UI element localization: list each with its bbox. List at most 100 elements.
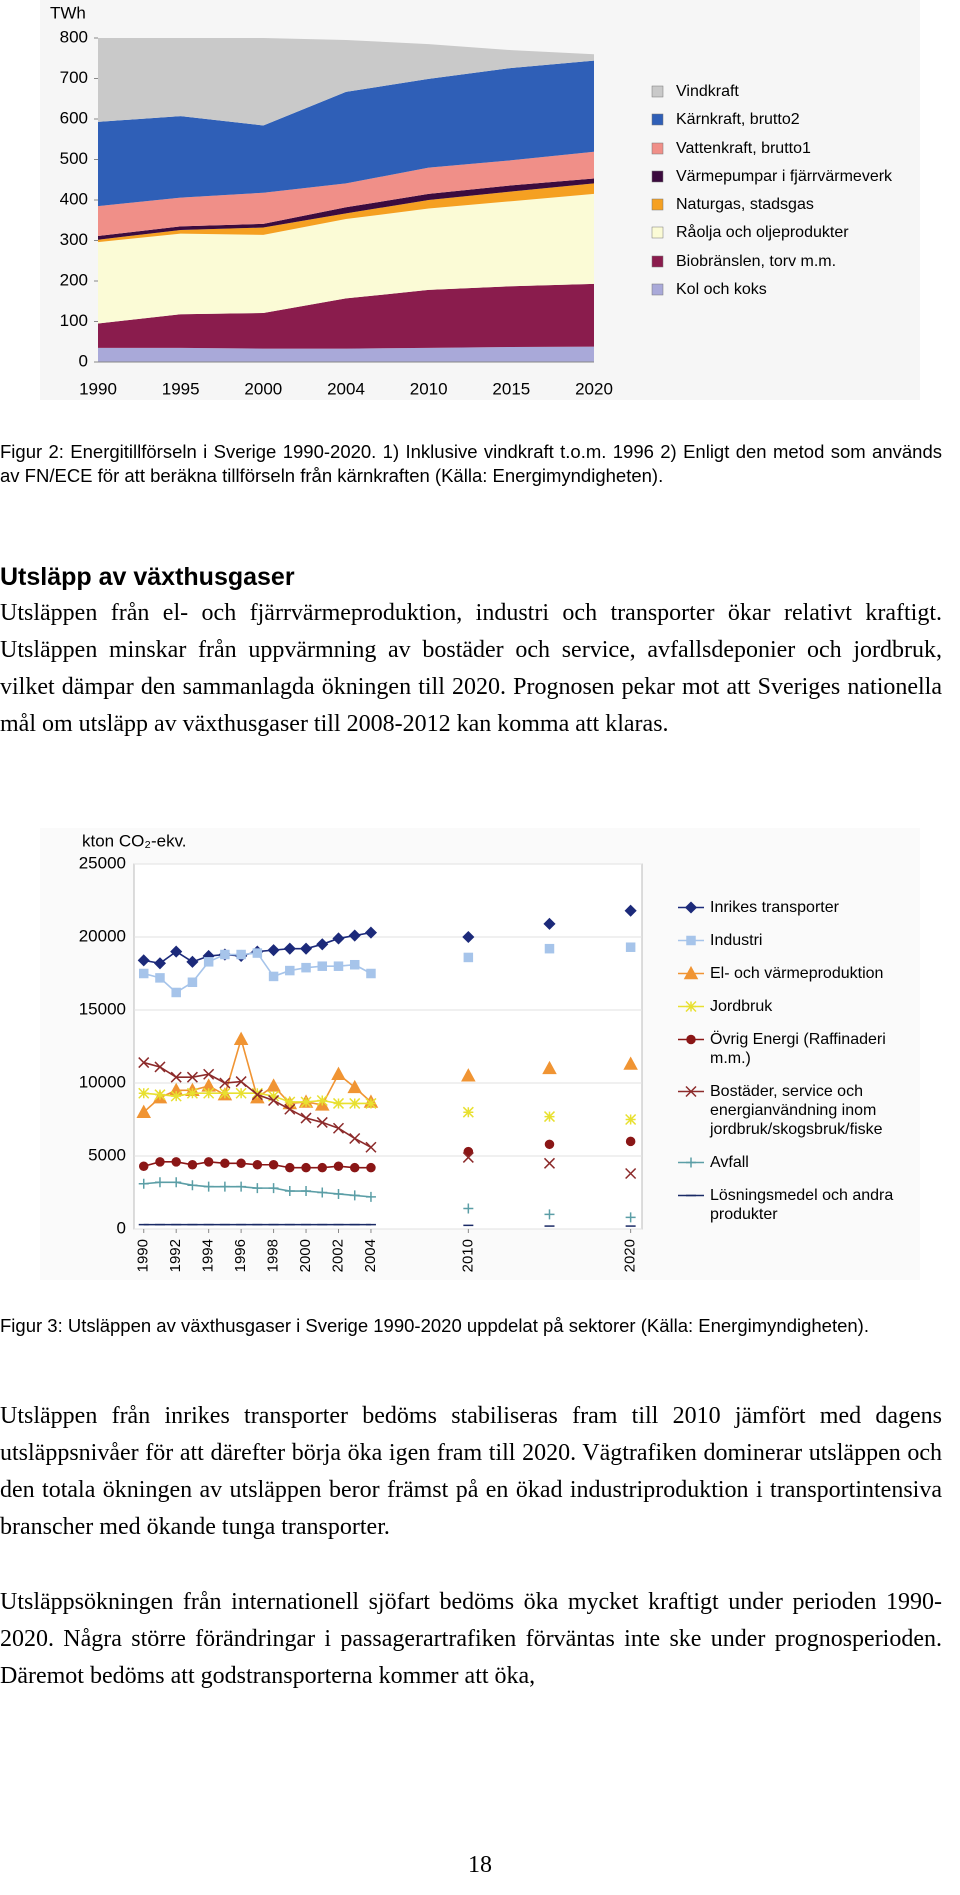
y-tick-label: 5000 xyxy=(88,1145,126,1164)
marker xyxy=(283,942,296,955)
marker xyxy=(138,1087,150,1099)
legend-label: Kärnkraft, brutto2 xyxy=(676,111,800,129)
marker xyxy=(463,1203,474,1214)
marker xyxy=(268,1094,280,1107)
legend-swatch xyxy=(678,965,704,980)
marker xyxy=(236,949,246,960)
legend-swatch xyxy=(678,1034,704,1045)
legend-swatch xyxy=(651,227,664,239)
marker xyxy=(154,1089,166,1101)
marker xyxy=(219,1087,231,1099)
marker xyxy=(268,971,279,982)
marker xyxy=(252,1160,263,1170)
legend-label: Bostäder, service och energianvändning i… xyxy=(710,1083,883,1138)
page-number: 18 xyxy=(468,1852,492,1878)
legend-swatch xyxy=(678,1157,704,1168)
y-tick-label: 0 xyxy=(117,1218,126,1237)
marker xyxy=(543,917,556,930)
marker xyxy=(284,1103,296,1115)
legend-item: Industri xyxy=(676,931,916,950)
legend-label: Vindkraft xyxy=(676,83,739,100)
x-tick-label: 2004 xyxy=(327,379,365,398)
marker xyxy=(365,1097,377,1109)
caption: Figur 2: Energitillförseln i Sverige 199… xyxy=(0,441,942,486)
marker xyxy=(252,948,263,958)
legend-swatch xyxy=(651,114,664,126)
legend-item: Jordbruk xyxy=(676,997,916,1016)
emissions-chart: kton CO₂-ekv. 0 5000 10000 15000 20000 25000 1… xyxy=(40,828,920,1280)
y-unit: kton CO₂-ekv. xyxy=(82,831,187,850)
marker xyxy=(543,1157,556,1169)
x-tick-label: 2002 xyxy=(329,1239,346,1272)
y-tick-label: 100 xyxy=(60,311,88,330)
marker xyxy=(251,1089,263,1101)
marker xyxy=(154,1061,166,1073)
marker xyxy=(366,1162,376,1173)
legend-swatch xyxy=(678,1194,704,1197)
marker xyxy=(203,957,214,967)
legend-label: Lösningsmedel och andra produkter xyxy=(710,1187,894,1223)
legend-swatch xyxy=(678,1000,704,1013)
marker xyxy=(187,977,198,988)
swatch xyxy=(651,114,664,126)
marker xyxy=(365,1191,376,1202)
y-tick-label: 500 xyxy=(60,149,88,168)
marker xyxy=(625,1113,637,1126)
marker xyxy=(170,1071,182,1083)
marker xyxy=(171,987,181,998)
plot-area xyxy=(133,863,643,1230)
legend-label: Vattenkraft, brutto1 xyxy=(676,139,811,157)
x-tick-label: 1990 xyxy=(135,1239,152,1272)
marker xyxy=(543,1111,556,1123)
marker xyxy=(170,1090,182,1102)
heading: Utsläpp av växthusgaser xyxy=(0,563,295,591)
marker xyxy=(268,1183,279,1194)
x-tick-label: 1994 xyxy=(200,1239,217,1272)
y-unit: TWh xyxy=(50,3,86,22)
marker xyxy=(625,1136,636,1147)
legend-marker xyxy=(686,1034,696,1045)
marker xyxy=(186,1071,198,1083)
marker xyxy=(544,1209,555,1220)
legend-label: Biobränslen, torv m.m. xyxy=(676,252,837,270)
marker xyxy=(220,949,230,960)
legend-swatch xyxy=(651,170,664,183)
marker xyxy=(203,1087,215,1099)
marker xyxy=(301,962,311,973)
legend-label: Naturgas, stadsgas xyxy=(676,196,814,214)
marker xyxy=(542,1060,557,1075)
legend-item: Råolja och oljeprodukter xyxy=(650,223,892,251)
swatch xyxy=(651,85,664,98)
marker xyxy=(333,1188,344,1199)
marker xyxy=(186,1087,198,1099)
area xyxy=(98,38,594,126)
marker xyxy=(220,1158,230,1169)
marker xyxy=(349,1190,360,1201)
marker xyxy=(463,1146,474,1157)
marker xyxy=(136,1104,152,1118)
marker xyxy=(285,965,295,976)
swatch xyxy=(651,227,664,239)
marker xyxy=(137,954,150,967)
marker xyxy=(349,1097,361,1109)
caption: Figur 3: Utsläppen av växthusgaser i Sve… xyxy=(0,1315,869,1336)
marker xyxy=(625,1212,636,1223)
y-tick-label: 400 xyxy=(60,189,88,208)
marker xyxy=(153,957,167,970)
marker xyxy=(317,1187,328,1198)
marker xyxy=(463,952,474,963)
legend-marker xyxy=(685,1085,697,1098)
paragraph: Utsläppen från inrikes transporter bedöm… xyxy=(0,1403,942,1540)
marker xyxy=(236,1158,246,1169)
legend-label: Inrikes transporter xyxy=(710,899,839,916)
legend-item: Vattenkraft, brutto1 xyxy=(650,139,892,167)
marker xyxy=(300,1096,312,1108)
marker xyxy=(544,1139,555,1150)
legend-item: Avfall xyxy=(676,1153,916,1172)
marker xyxy=(155,1157,165,1167)
legend-swatch xyxy=(651,198,664,211)
legend-marker xyxy=(686,935,696,946)
swatch xyxy=(651,198,664,211)
marker xyxy=(317,961,328,971)
